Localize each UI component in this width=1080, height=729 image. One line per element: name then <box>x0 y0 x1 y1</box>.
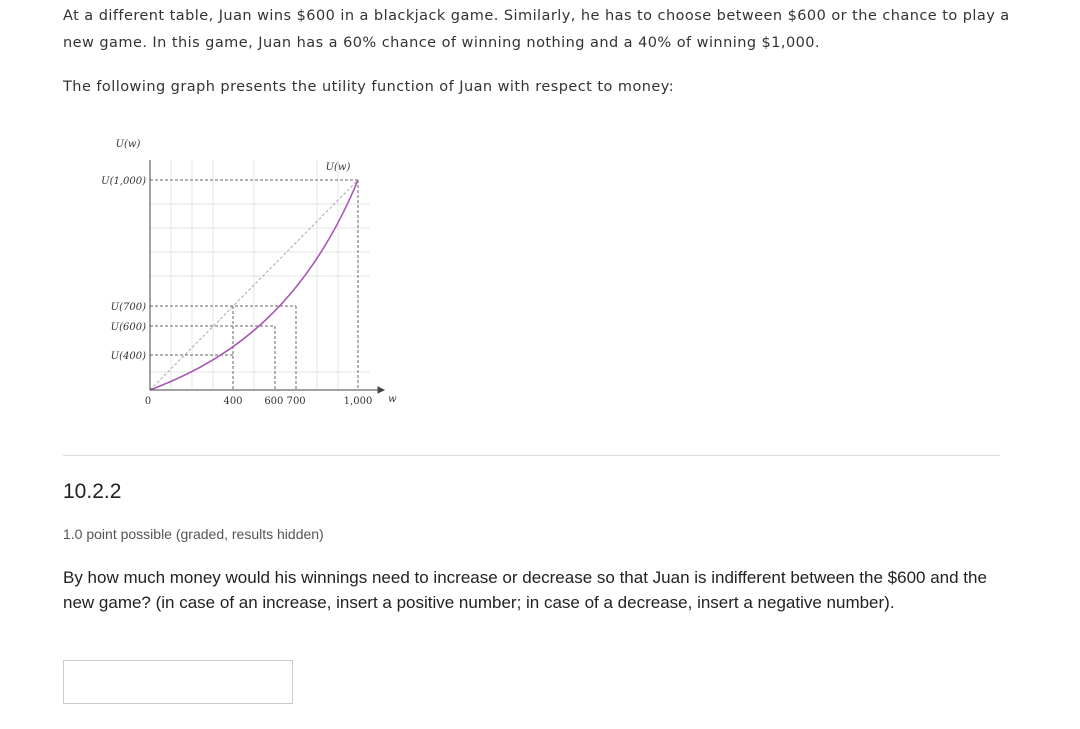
x-label: 0 <box>145 396 151 407</box>
y-label: U(600) <box>111 322 146 333</box>
answer-input[interactable] <box>63 660 293 704</box>
utility-graph: U(w) U(w) U(1,000) U(700) U(600) U(400) … <box>101 139 397 407</box>
x-axis-title: w <box>388 394 397 405</box>
axes <box>149 160 386 394</box>
curve-label: U(w) <box>326 162 351 173</box>
guide-lines <box>149 179 359 391</box>
x-label: 600 700 <box>264 396 305 407</box>
intro-paragraph: The following graph presents the utility… <box>63 79 675 95</box>
y-axis-title: U(w) <box>116 139 141 150</box>
grid <box>150 160 370 390</box>
problem-points: 1.0 point possible (graded, results hidd… <box>63 526 324 542</box>
x-label: 400 <box>223 396 242 407</box>
y-label: U(400) <box>111 351 146 362</box>
utility-curve <box>149 179 359 391</box>
problem-number: 10.2.2 <box>63 480 122 503</box>
intro-paragraph: At a different table, Juan wins $600 in … <box>63 8 1010 51</box>
y-label: U(700) <box>111 302 146 313</box>
problem-question: By how much money would his winnings nee… <box>63 568 987 612</box>
separator <box>63 455 1000 456</box>
x-label: 1,000 <box>344 396 373 407</box>
y-label: U(1,000) <box>101 176 146 187</box>
